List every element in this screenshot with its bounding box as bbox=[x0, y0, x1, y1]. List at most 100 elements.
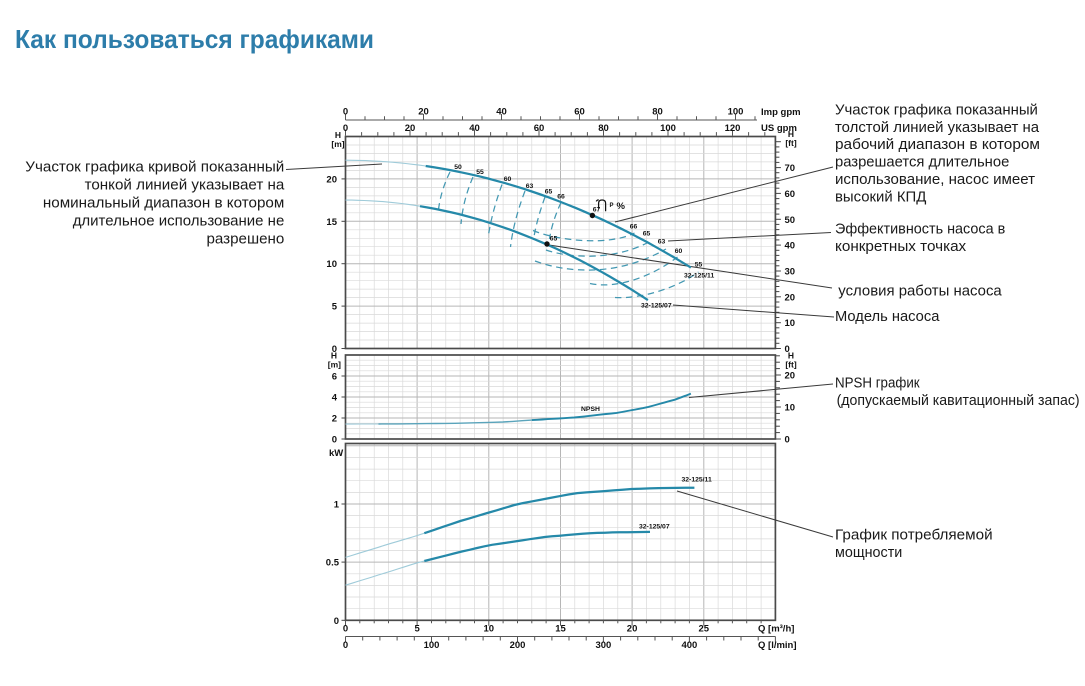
svg-text:4: 4 bbox=[332, 393, 338, 404]
svg-text:200: 200 bbox=[510, 640, 526, 651]
svg-text:Imp gpm: Imp gpm bbox=[761, 107, 801, 118]
svg-text:0: 0 bbox=[343, 640, 348, 651]
svg-text:66: 66 bbox=[630, 224, 638, 231]
svg-text:80: 80 bbox=[652, 107, 663, 118]
svg-text:400: 400 bbox=[681, 640, 697, 651]
svg-text:разрешается длительное: разрешается длительное bbox=[835, 154, 1009, 171]
svg-text:Участок графика кривой показан: Участок графика кривой показанный bbox=[25, 158, 284, 175]
svg-text:[m]: [m] bbox=[331, 139, 344, 149]
svg-text:32-125/11: 32-125/11 bbox=[682, 477, 712, 484]
svg-text:разрешено: разрешено bbox=[207, 230, 285, 247]
svg-text:32-125/07: 32-125/07 bbox=[641, 303, 672, 310]
svg-text:5: 5 bbox=[332, 302, 338, 313]
svg-text:толстой линией указывает на: толстой линией указывает на bbox=[835, 119, 1040, 136]
svg-text:0: 0 bbox=[785, 344, 790, 355]
svg-text:10: 10 bbox=[785, 403, 796, 414]
svg-text:120: 120 bbox=[725, 123, 741, 134]
svg-text:0: 0 bbox=[343, 107, 348, 118]
svg-text:300: 300 bbox=[595, 640, 611, 651]
svg-text:65: 65 bbox=[550, 236, 558, 243]
svg-text:10: 10 bbox=[484, 624, 495, 635]
svg-text:20: 20 bbox=[405, 123, 416, 134]
svg-text:60: 60 bbox=[675, 248, 683, 255]
svg-text:Эффективность насоса в: Эффективность насоса в bbox=[835, 220, 1005, 237]
svg-text:100: 100 bbox=[660, 123, 676, 134]
svg-text:Q [l/min]: Q [l/min] bbox=[758, 640, 797, 651]
svg-text:55: 55 bbox=[695, 262, 703, 269]
svg-text:Модель насоса: Модель насоса bbox=[835, 308, 940, 325]
svg-text:65: 65 bbox=[643, 231, 651, 238]
svg-text:Как пользоваться графиками: Как пользоваться графиками bbox=[15, 24, 374, 54]
svg-text:10: 10 bbox=[326, 259, 337, 270]
svg-text:номинальный диапазон в котором: номинальный диапазон в котором bbox=[43, 194, 284, 211]
svg-text:100: 100 bbox=[728, 107, 744, 118]
svg-text:5: 5 bbox=[414, 624, 420, 635]
svg-text:0: 0 bbox=[343, 624, 348, 635]
svg-text:2: 2 bbox=[332, 414, 337, 425]
svg-text:15: 15 bbox=[555, 624, 566, 635]
svg-text:60: 60 bbox=[534, 123, 545, 134]
svg-text:H: H bbox=[788, 351, 794, 361]
svg-text:40: 40 bbox=[469, 123, 480, 134]
svg-text:55: 55 bbox=[476, 169, 484, 176]
svg-text:NPSH график: NPSH график bbox=[835, 375, 920, 392]
svg-text:15: 15 bbox=[326, 217, 337, 228]
svg-text:0: 0 bbox=[332, 344, 337, 355]
svg-text:0: 0 bbox=[785, 435, 790, 446]
svg-text:0: 0 bbox=[334, 616, 339, 627]
svg-text:20: 20 bbox=[785, 292, 796, 303]
svg-text:20: 20 bbox=[785, 371, 796, 382]
svg-text:60: 60 bbox=[574, 107, 585, 118]
svg-text:40: 40 bbox=[496, 107, 507, 118]
svg-text:60: 60 bbox=[504, 176, 512, 183]
svg-text:6: 6 bbox=[332, 372, 337, 383]
svg-text:US gpm: US gpm bbox=[761, 123, 797, 134]
svg-text:рабочий диапазон в котором: рабочий диапазон в котором bbox=[835, 136, 1040, 153]
svg-text:30: 30 bbox=[785, 267, 796, 278]
svg-text:32-125/11: 32-125/11 bbox=[684, 273, 714, 280]
svg-text:40: 40 bbox=[785, 241, 796, 252]
svg-text:конкретных точках: конкретных точках bbox=[835, 238, 967, 255]
svg-text:NPSH: NPSH bbox=[581, 406, 600, 413]
svg-text:70: 70 bbox=[785, 163, 796, 174]
svg-text:100: 100 bbox=[424, 640, 440, 651]
svg-text:высокий КПД: высокий КПД bbox=[835, 188, 926, 205]
svg-text:График потребляемой: График потребляемой bbox=[835, 527, 993, 544]
svg-text:тонкой линией указывает на: тонкой линией указывает на bbox=[85, 176, 285, 193]
svg-text:[ft]: [ft] bbox=[785, 360, 796, 370]
svg-text:Участок графика показанный: Участок графика показанный bbox=[835, 101, 1038, 118]
svg-text:H: H bbox=[331, 351, 337, 361]
svg-text:H: H bbox=[788, 129, 794, 139]
svg-text:20: 20 bbox=[627, 624, 638, 635]
svg-text:1: 1 bbox=[334, 500, 340, 511]
svg-text:20: 20 bbox=[326, 174, 337, 185]
svg-text:65: 65 bbox=[545, 189, 553, 196]
svg-text:80: 80 bbox=[598, 123, 609, 134]
svg-text:50: 50 bbox=[454, 164, 462, 171]
svg-text:60: 60 bbox=[785, 189, 796, 200]
svg-text:32-125/07: 32-125/07 bbox=[639, 523, 670, 530]
svg-text:%: % bbox=[617, 201, 626, 212]
svg-text:50: 50 bbox=[785, 215, 796, 226]
svg-text:0: 0 bbox=[343, 123, 348, 134]
svg-text:Q [m³/h]: Q [m³/h] bbox=[758, 624, 794, 635]
svg-text:63: 63 bbox=[526, 183, 534, 190]
svg-text:(допускаемый кавитационный зап: (допускаемый кавитационный запас) bbox=[837, 392, 1080, 409]
svg-text:использование, насос имеет: использование, насос имеет bbox=[835, 171, 1035, 188]
svg-text:[m]: [m] bbox=[328, 360, 341, 370]
svg-text:67: 67 bbox=[593, 207, 601, 214]
svg-text:0: 0 bbox=[332, 435, 337, 446]
svg-text:P: P bbox=[610, 203, 614, 209]
svg-text:длительное использование не: длительное использование не bbox=[73, 212, 285, 229]
svg-text:kW: kW bbox=[329, 448, 343, 459]
svg-text:63: 63 bbox=[658, 239, 666, 246]
svg-text:мощности: мощности bbox=[835, 544, 902, 561]
svg-text:25: 25 bbox=[699, 624, 710, 635]
svg-text:условия работы насоса: условия работы насоса bbox=[838, 283, 1002, 300]
svg-text:H: H bbox=[335, 130, 341, 140]
svg-text:10: 10 bbox=[785, 318, 796, 329]
svg-text:20: 20 bbox=[418, 107, 429, 118]
svg-text:66: 66 bbox=[557, 194, 565, 201]
svg-text:0.5: 0.5 bbox=[326, 558, 340, 569]
svg-text:[ft]: [ft] bbox=[785, 138, 796, 148]
